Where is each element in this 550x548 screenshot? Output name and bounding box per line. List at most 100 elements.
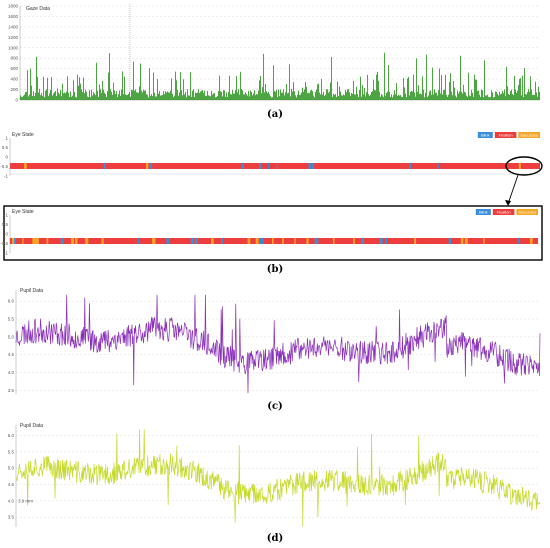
gaze-bar xyxy=(133,61,134,100)
gaze-bar xyxy=(468,72,469,100)
legend-swatch-saccades xyxy=(516,209,538,215)
gaze-bar xyxy=(539,91,540,100)
y-tick-label: 5.0 xyxy=(8,466,15,471)
gaze-bar xyxy=(164,94,165,100)
gaze-bar xyxy=(138,92,139,100)
eye-state-chart: Eye State 1 0.5 0 -0.5 -1 Saccades Fixation Blin… xyxy=(0,132,543,261)
gaze-bar xyxy=(160,95,161,100)
gaze-bar xyxy=(224,90,225,100)
gaze-bar xyxy=(516,92,517,100)
gaze-bar xyxy=(91,89,92,100)
gaze-bar xyxy=(191,96,192,100)
zoom-state-segment xyxy=(190,238,194,244)
gaze-bar xyxy=(267,92,268,100)
caption-d: (d) xyxy=(266,533,284,544)
gaze-bar xyxy=(522,75,523,100)
zoom-fixation-band xyxy=(10,238,538,244)
zoom-y-tick-label: -1 xyxy=(4,251,8,256)
gaze-bar xyxy=(450,73,451,100)
gaze-bar xyxy=(317,84,318,100)
gaze-bar xyxy=(493,97,494,100)
gaze-bar xyxy=(167,91,168,100)
gaze-bar xyxy=(256,94,257,100)
zoom-state-segment xyxy=(154,238,156,244)
legend-label: Fixation xyxy=(499,133,513,138)
zoom-state-segment xyxy=(460,238,464,244)
gaze-bar xyxy=(197,92,198,100)
gaze-bar xyxy=(441,75,442,100)
gaze-bar xyxy=(61,96,62,100)
gaze-bar xyxy=(484,60,485,100)
gaze-bar xyxy=(80,83,81,100)
gaze-bar xyxy=(342,95,343,100)
gaze-bar xyxy=(358,97,359,100)
gaze-bar xyxy=(335,93,336,100)
gaze-bar xyxy=(53,93,54,100)
gaze-bar xyxy=(400,95,401,100)
gaze-bar xyxy=(185,91,186,100)
gaze-bar xyxy=(112,94,113,100)
zoom-state-segment xyxy=(517,238,520,244)
gaze-bar xyxy=(366,92,367,100)
gaze-bar xyxy=(126,95,127,100)
gaze-bar xyxy=(284,95,285,100)
gaze-bar xyxy=(531,89,532,100)
gaze-bar xyxy=(401,96,402,100)
gaze-bar xyxy=(280,89,281,100)
y-tick-label: 4.5 xyxy=(8,482,15,487)
gaze-bar xyxy=(404,87,405,100)
gaze-bar xyxy=(325,94,326,100)
gaze-bar xyxy=(132,90,133,100)
gaze-bar xyxy=(48,96,49,100)
gaze-bar xyxy=(392,97,393,100)
gaze-bar xyxy=(356,86,357,100)
gaze-bar xyxy=(163,91,164,100)
y-tick-label: 800 xyxy=(10,56,18,61)
gaze-bar xyxy=(251,91,252,100)
gaze-bar xyxy=(177,89,178,100)
gaze-bar xyxy=(162,95,163,100)
gaze-bar xyxy=(77,74,78,100)
gaze-bar xyxy=(276,89,277,100)
gaze-bar xyxy=(306,86,307,100)
gaze-bar xyxy=(518,85,519,100)
gaze-bar xyxy=(506,66,507,100)
overview-state-segment xyxy=(241,163,245,169)
gaze-bar xyxy=(470,96,471,100)
gaze-bar xyxy=(204,90,205,100)
gaze-bar xyxy=(322,94,323,100)
chart-title: Pupil Data xyxy=(20,423,43,429)
gaze-bar xyxy=(273,65,274,100)
gaze-bar xyxy=(519,79,520,100)
overview-state-segment xyxy=(149,163,152,169)
gaze-bar xyxy=(139,86,140,100)
gaze-bar xyxy=(98,96,99,100)
gaze-bar xyxy=(369,95,370,100)
gaze-bar xyxy=(76,97,77,100)
zoom-title: Eye State xyxy=(12,209,34,215)
gaze-bar xyxy=(357,93,358,100)
gaze-bar xyxy=(360,76,361,100)
gaze-bar xyxy=(63,93,64,100)
gaze-bar xyxy=(476,79,477,100)
gaze-bar xyxy=(385,95,386,100)
gaze-bar xyxy=(502,90,503,100)
gaze-bar xyxy=(339,86,340,100)
gaze-bar xyxy=(454,87,455,100)
gaze-bar xyxy=(54,92,55,100)
gaze-bar xyxy=(327,89,328,100)
gaze-bar xyxy=(24,94,25,100)
gaze-bar xyxy=(527,92,528,100)
gaze-bar xyxy=(460,55,461,100)
gaze-bar xyxy=(513,95,514,100)
gaze-bar xyxy=(166,92,167,100)
zoom-state-segment xyxy=(34,238,37,244)
gaze-bar xyxy=(324,95,325,100)
gaze-bar xyxy=(217,95,218,100)
overview-state-segment xyxy=(409,163,412,169)
gaze-bar xyxy=(222,96,223,100)
gaze-bar xyxy=(338,96,339,100)
zoom-box xyxy=(3,205,543,261)
gaze-bar xyxy=(186,97,187,100)
gaze-bar xyxy=(277,97,278,100)
